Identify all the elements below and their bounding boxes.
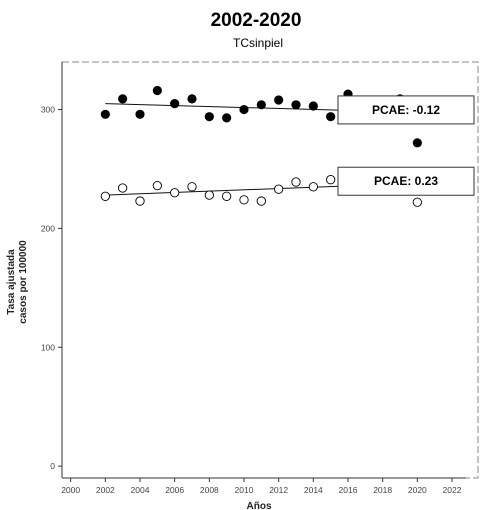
point-open [152,180,162,191]
point-open [326,175,336,185]
y-tick-label: 300 [41,105,55,115]
chart-title: 2002-2020 [211,10,302,31]
point-filled [118,94,128,104]
y-tick-label: 0 [50,461,55,471]
point-filled [256,100,266,110]
y-tick-label: 200 [41,223,55,233]
x-tick-label: 2002 [96,485,115,495]
y-axis-label-line-2: casos por 100000 [18,240,29,324]
y-axis-label-line-1: Tasa ajustada [6,249,17,315]
point-open [100,191,110,201]
point-filled [135,109,145,119]
x-tick-label: 2022 [443,485,462,495]
point-open [239,195,249,205]
point-open [204,190,214,200]
annotations: PCAE: -0.12 PCAE: 0.23 [337,95,475,196]
point-open [274,184,284,194]
x-tick-label: 2004 [131,485,150,495]
point-filled [152,85,162,96]
pcae-box [337,95,475,125]
x-tick-label: 2020 [408,485,427,495]
y-tick-label: 100 [41,342,55,352]
point-filled [100,109,110,119]
point-open [291,177,301,187]
x-tick-label: 2018 [373,485,392,495]
x-axis-label: Años [247,501,272,510]
point-filled [222,113,232,123]
point-filled [187,94,197,104]
point-filled [274,95,284,105]
point-open [187,182,197,192]
point-open [412,197,422,207]
x-tick-label: 2010 [235,485,254,495]
point-filled [170,99,180,109]
point-filled [412,138,422,148]
point-filled [291,100,301,110]
point-open [222,191,232,201]
point-open [170,188,180,198]
pcae-label: PCAE: -0.12 [372,103,440,117]
point-open [256,196,266,206]
point-filled [239,104,249,115]
point-filled [326,112,336,122]
x-tick-label: 2014 [304,485,323,495]
point-filled [308,101,318,111]
x-tick-label: 2006 [165,485,184,495]
chart-subtitle: TCsinpiel [233,36,283,50]
point-open [308,182,318,192]
point-filled [204,112,214,122]
x-tick-label: 2016 [339,485,358,495]
pcae-label: PCAE: 0.23 [374,174,438,188]
axes: 2000 2002 2004 2006 2008 2010 2012 2014 2016 2018… [41,61,479,495]
point-open [135,196,145,206]
x-tick-label: 2000 [61,485,80,495]
x-tick-label: 2008 [200,485,219,495]
point-open [118,183,128,193]
pcae-box [337,166,475,196]
x-tick-label: 2012 [269,485,288,495]
